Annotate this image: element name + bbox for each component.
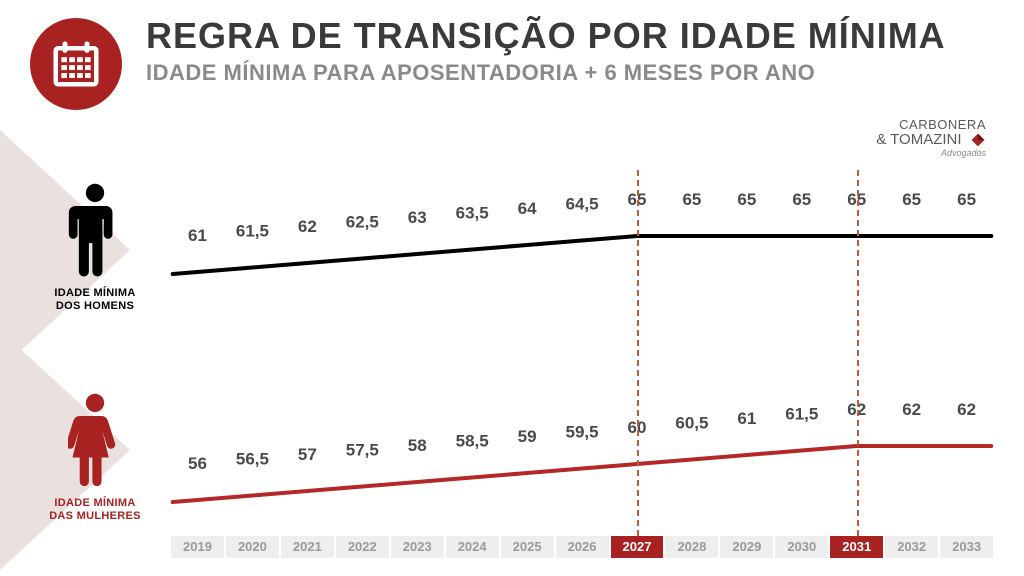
value-label: 65 — [719, 190, 774, 210]
value-label: 60,5 — [664, 414, 719, 434]
brand-mark-icon — [970, 132, 986, 148]
highlight-dashed-line — [857, 170, 859, 536]
women-line-series — [170, 440, 994, 530]
year-label: 2033 — [940, 536, 993, 558]
women-label: IDADE MÍNIMA DAS MULHERES — [40, 497, 150, 523]
value-label: 62 — [939, 400, 994, 420]
brand-logo: CARBONERA & TOMAZINI Advogados — [876, 118, 986, 158]
men-label: IDADE MÍNIMA DOS HOMENS — [40, 287, 150, 313]
value-label: 65 — [939, 190, 994, 210]
year-label: 2020 — [226, 536, 279, 558]
value-label: 61 — [719, 409, 774, 429]
year-label: 2030 — [775, 536, 828, 558]
year-label: 2021 — [281, 536, 334, 558]
year-label: 2027 — [611, 536, 664, 558]
value-label: 64,5 — [555, 195, 610, 215]
value-label: 65 — [664, 190, 719, 210]
year-label: 2019 — [171, 536, 224, 558]
value-label: 62 — [884, 400, 939, 420]
value-label: 65 — [884, 190, 939, 210]
header: REGRA DE TRANSIÇÃO POR IDADE MÍNIMA IDAD… — [30, 18, 994, 110]
value-label: 61,5 — [774, 405, 829, 425]
year-label: 2024 — [446, 536, 499, 558]
value-label: 63,5 — [445, 204, 500, 224]
year-label: 2026 — [556, 536, 609, 558]
brand-line-2: & TOMAZINI — [876, 131, 961, 148]
woman-icon — [68, 392, 122, 488]
women-value-row: 5656,55757,55858,55959,56060,56161,56262… — [170, 400, 994, 420]
year-label: 2029 — [720, 536, 773, 558]
year-label: 2031 — [830, 536, 883, 558]
women-figure: IDADE MÍNIMA DAS MULHERES — [40, 392, 150, 523]
men-figure: IDADE MÍNIMA DOS HOMENS — [40, 182, 150, 313]
highlight-dashed-line — [637, 170, 639, 536]
value-label: 65 — [774, 190, 829, 210]
brand-line-3: Advogados — [876, 149, 986, 158]
calendar-icon — [30, 18, 122, 110]
title-block: REGRA DE TRANSIÇÃO POR IDADE MÍNIMA IDAD… — [146, 18, 994, 86]
page-subtitle: IDADE MÍNIMA PARA APOSENTADORIA + 6 MESE… — [146, 60, 994, 86]
year-label: 2025 — [501, 536, 554, 558]
year-label: 2028 — [665, 536, 718, 558]
year-label: 2022 — [336, 536, 389, 558]
brand-line-1: CARBONERA — [876, 118, 986, 132]
value-label: 63 — [390, 208, 445, 228]
men-value-row: 6161,56262,56363,56464,565656565656565 — [170, 190, 994, 210]
value-label: 64 — [500, 199, 555, 219]
year-axis: 2019202020212022202320242025202620272028… — [170, 536, 994, 558]
year-label: 2023 — [391, 536, 444, 558]
man-icon — [68, 182, 122, 278]
men-line-series — [170, 230, 994, 320]
page-title: REGRA DE TRANSIÇÃO POR IDADE MÍNIMA — [146, 18, 994, 54]
year-label: 2032 — [885, 536, 938, 558]
chart-area: 6161,56262,56363,56464,565656565656565 5… — [170, 170, 994, 558]
